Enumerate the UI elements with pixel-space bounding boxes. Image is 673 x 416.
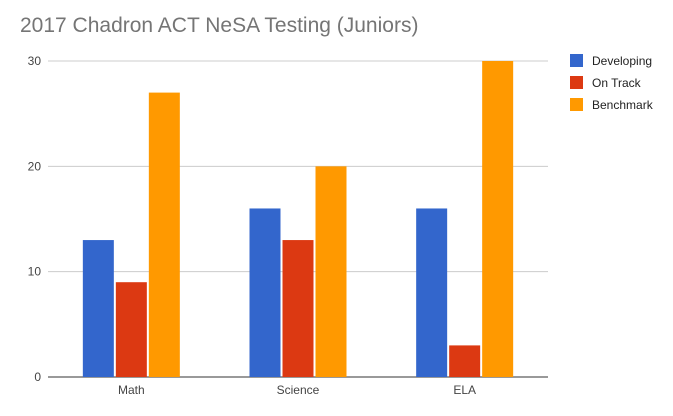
bar-math-on-track: [115, 282, 147, 377]
bar-ela-developing: [416, 208, 448, 377]
legend-swatch: [570, 54, 583, 67]
y-tick-label: 0: [34, 370, 41, 384]
legend-swatch: [570, 76, 583, 89]
x-tick-label: Math: [118, 383, 145, 397]
legend-item: Developing: [570, 54, 652, 68]
y-tick-label: 20: [28, 159, 42, 173]
y-tick-label: 30: [28, 54, 42, 68]
bar-math-developing: [82, 240, 114, 377]
bars: [82, 61, 514, 377]
legend-label: Benchmark: [592, 98, 654, 112]
y-tick-label: 10: [28, 265, 42, 279]
x-tick-label: ELA: [453, 383, 476, 397]
legend-label: Developing: [592, 54, 652, 68]
x-tick-label: Science: [277, 383, 320, 397]
legend-label: On Track: [592, 76, 642, 90]
bar-ela-on-track: [449, 345, 481, 377]
legend: Developing On Track Benchmark: [570, 54, 654, 112]
legend-swatch: [570, 98, 583, 111]
chart-title: 2017 Chadron ACT NeSA Testing (Juniors): [20, 14, 419, 37]
bar-math-benchmark: [148, 92, 180, 377]
x-axis-ticks: Math Science ELA: [118, 383, 476, 397]
bar-science-developing: [249, 208, 281, 377]
legend-item: Benchmark: [570, 98, 654, 112]
legend-item: On Track: [570, 76, 642, 90]
bar-science-benchmark: [315, 166, 347, 377]
bar-science-on-track: [282, 240, 314, 377]
y-axis-ticks: 0 10 20 30: [28, 54, 42, 384]
bar-ela-benchmark: [482, 61, 514, 377]
